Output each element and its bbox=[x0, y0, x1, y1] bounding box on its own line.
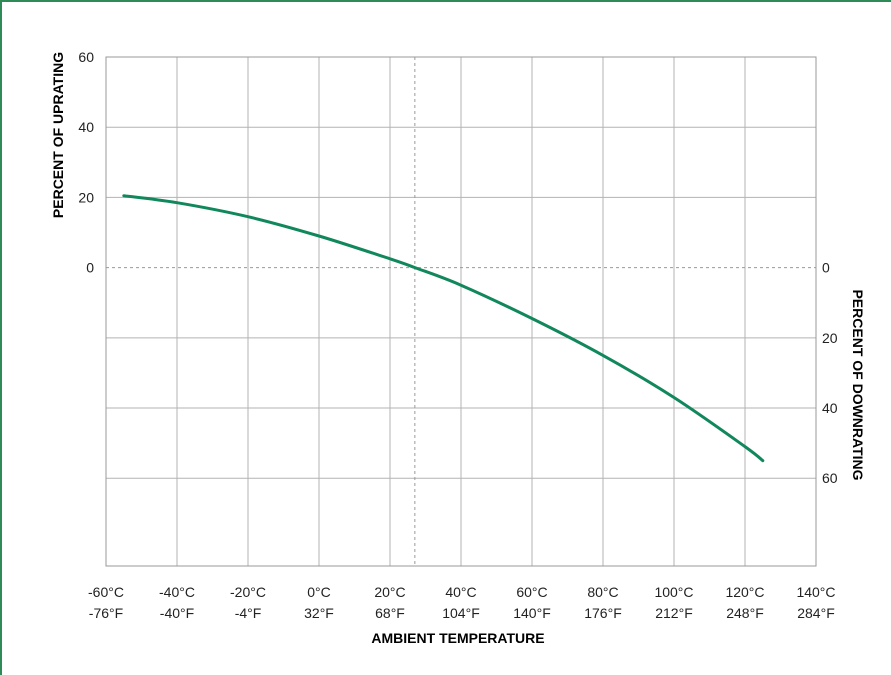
x-tick-label-celsius: -20°C bbox=[230, 584, 266, 600]
x-tick-label-fahrenheit: 140°F bbox=[513, 605, 551, 621]
x-tick-label-celsius: -40°C bbox=[159, 584, 195, 600]
y-right-tick-label: 20 bbox=[822, 330, 838, 346]
x-tick-label-celsius: 140°C bbox=[796, 584, 835, 600]
reference-lines bbox=[106, 57, 816, 566]
y-left-axis-title: PERCENT OF UPRATING bbox=[50, 52, 66, 218]
x-tick-label-fahrenheit: 104°F bbox=[442, 605, 480, 621]
x-tick-label-celsius: 60°C bbox=[516, 584, 547, 600]
x-tick-label-celsius: 0°C bbox=[307, 584, 331, 600]
x-tick-label-celsius: 40°C bbox=[445, 584, 476, 600]
y-right-axis-title: PERCENT OF DOWNRATING bbox=[850, 289, 866, 480]
x-tick-label-celsius: 100°C bbox=[654, 584, 693, 600]
y-left-ticks: 60 40 20 0 bbox=[78, 49, 94, 276]
y-left-tick-label: 20 bbox=[78, 189, 94, 205]
x-tick-label-fahrenheit: 248°F bbox=[726, 605, 764, 621]
x-tick-label-celsius: 80°C bbox=[587, 584, 618, 600]
x-tick-label-fahrenheit: 284°F bbox=[797, 605, 835, 621]
y-right-tick-label: 0 bbox=[822, 260, 830, 276]
x-tick-label-fahrenheit: 176°F bbox=[584, 605, 622, 621]
y-left-tick-label: 0 bbox=[86, 260, 94, 276]
y-left-tick-label: 40 bbox=[78, 119, 94, 135]
rating-curve bbox=[122, 194, 765, 463]
x-tick-label-celsius: -60°C bbox=[88, 584, 124, 600]
y-right-tick-label: 60 bbox=[822, 470, 838, 486]
x-tick-label-fahrenheit: -40°F bbox=[160, 605, 194, 621]
x-ticks: -60°C -76°F -40°C -40°F -20°C -4°F 0°C 32°F 20°C… bbox=[88, 584, 836, 621]
x-tick-label-fahrenheit: -76°F bbox=[89, 605, 123, 621]
x-tick-label-fahrenheit: 32°F bbox=[304, 605, 334, 621]
x-axis-title: AMBIENT TEMPERATURE bbox=[371, 630, 544, 646]
x-tick-label-fahrenheit: 68°F bbox=[375, 605, 405, 621]
y-right-ticks: 0 20 40 60 bbox=[822, 260, 838, 487]
x-tick-label-celsius: 20°C bbox=[374, 584, 405, 600]
y-right-tick-label: 40 bbox=[822, 400, 838, 416]
x-tick-label-celsius: 120°C bbox=[725, 584, 764, 600]
plot-border bbox=[105, 56, 817, 567]
x-tick-label-fahrenheit: 212°F bbox=[655, 605, 693, 621]
y-left-tick-label: 60 bbox=[78, 49, 94, 65]
x-tick-label-fahrenheit: -4°F bbox=[235, 605, 262, 621]
grid bbox=[106, 56, 816, 566]
